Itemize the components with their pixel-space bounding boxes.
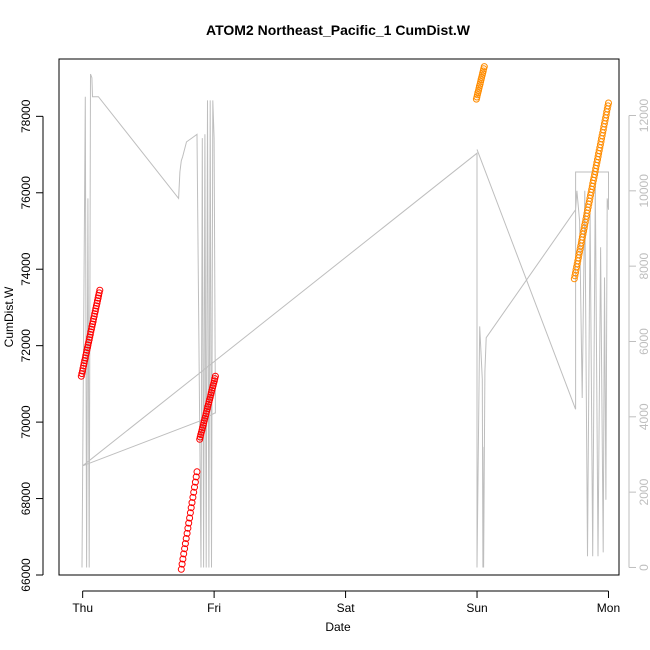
- data-point: [92, 305, 100, 312]
- data-point: [84, 344, 91, 352]
- y-right-tick-label: 4000: [637, 403, 650, 430]
- data-point: [191, 478, 199, 486]
- data-point: [191, 483, 198, 491]
- data-point: [180, 550, 188, 558]
- data-point: [94, 297, 101, 305]
- data-point: [92, 302, 100, 310]
- data-point: [187, 504, 195, 512]
- data-point: [85, 338, 93, 346]
- data-point: [84, 341, 92, 349]
- x-tick-label: Sat: [337, 601, 356, 615]
- data-point: [86, 333, 94, 341]
- y-tick-label: 78000: [19, 99, 33, 133]
- y-right-tick-label: 2000: [637, 478, 650, 505]
- y-right-tick-label: 10000: [637, 174, 650, 208]
- data-point: [91, 310, 99, 318]
- data-point: [87, 328, 95, 336]
- y-tick-label: 76000: [19, 176, 33, 210]
- data-point: [183, 529, 191, 537]
- data-point: [184, 524, 192, 532]
- data-point: [179, 555, 187, 563]
- data-point: [182, 535, 190, 542]
- chart-title: ATOM2 Northeast_Pacific_1 CumDist.W: [206, 22, 471, 38]
- data-point: [188, 499, 196, 507]
- data-point: [82, 349, 90, 357]
- grey-line-layer: [81, 73, 609, 568]
- y-axis-label: CumDist.W: [2, 286, 16, 347]
- data-point: [78, 370, 86, 378]
- y-right-tick-label: 6000: [637, 328, 650, 355]
- x-axis-label: Date: [325, 620, 351, 634]
- data-point: [96, 286, 104, 294]
- data-point: [86, 331, 94, 338]
- data-point: [91, 307, 99, 315]
- x-tick-label: Thu: [72, 601, 93, 615]
- data-point: [81, 357, 89, 365]
- data-point: [211, 372, 219, 380]
- data-point: [87, 325, 95, 333]
- data-point: [82, 351, 90, 359]
- x-axis: Thu Fri Sat Sun Mon: [72, 590, 620, 615]
- y-axis-right: 0 2000 4000 6000 8000 10000 12000: [628, 98, 650, 571]
- data-point: [177, 565, 185, 573]
- data-point: [80, 359, 88, 367]
- y-axis: 66000 68000 70000 72000 74000 76000 78000: [19, 99, 44, 592]
- data-point: [94, 294, 102, 302]
- x-tick-label: Sun: [466, 601, 487, 615]
- data-point: [88, 323, 96, 331]
- data-point: [83, 346, 91, 354]
- data-point: [90, 312, 98, 320]
- data-point: [181, 545, 189, 553]
- data-point: [480, 63, 488, 71]
- data-point: [190, 488, 198, 496]
- data-point: [79, 364, 87, 372]
- data-point: [79, 367, 86, 375]
- data-point: [186, 514, 194, 522]
- x-tick-label: Mon: [597, 601, 620, 615]
- data-point: [192, 473, 200, 481]
- data-point: [193, 468, 201, 476]
- data-point: [605, 99, 612, 107]
- y-tick-label: 72000: [19, 329, 33, 363]
- y-tick-label: 70000: [19, 405, 33, 439]
- points-layer: [77, 63, 612, 573]
- data-point: [90, 315, 98, 323]
- data-point: [186, 509, 194, 517]
- data-point: [85, 336, 93, 344]
- y-tick-label: 68000: [19, 482, 33, 516]
- y-right-tick-label: 8000: [637, 253, 650, 280]
- grey-series-line: [81, 73, 609, 568]
- data-point: [95, 292, 103, 299]
- data-point: [178, 560, 186, 568]
- data-point: [185, 519, 193, 527]
- data-point: [189, 493, 197, 501]
- y-right-tick-label: 0: [637, 564, 650, 571]
- data-point: [80, 362, 88, 370]
- data-point: [89, 320, 96, 328]
- data-point: [181, 540, 189, 548]
- data-point: [93, 299, 101, 307]
- y-tick-label: 66000: [19, 558, 33, 592]
- data-point: [89, 318, 97, 325]
- data-point: [604, 102, 612, 110]
- data-point: [77, 372, 85, 380]
- plot-frame: [58, 58, 620, 576]
- y-right-tick-label: 12000: [637, 98, 650, 132]
- data-point: [81, 354, 89, 362]
- x-tick-label: Fri: [207, 601, 221, 615]
- y-tick-label: 74000: [19, 252, 33, 286]
- data-point: [95, 289, 103, 297]
